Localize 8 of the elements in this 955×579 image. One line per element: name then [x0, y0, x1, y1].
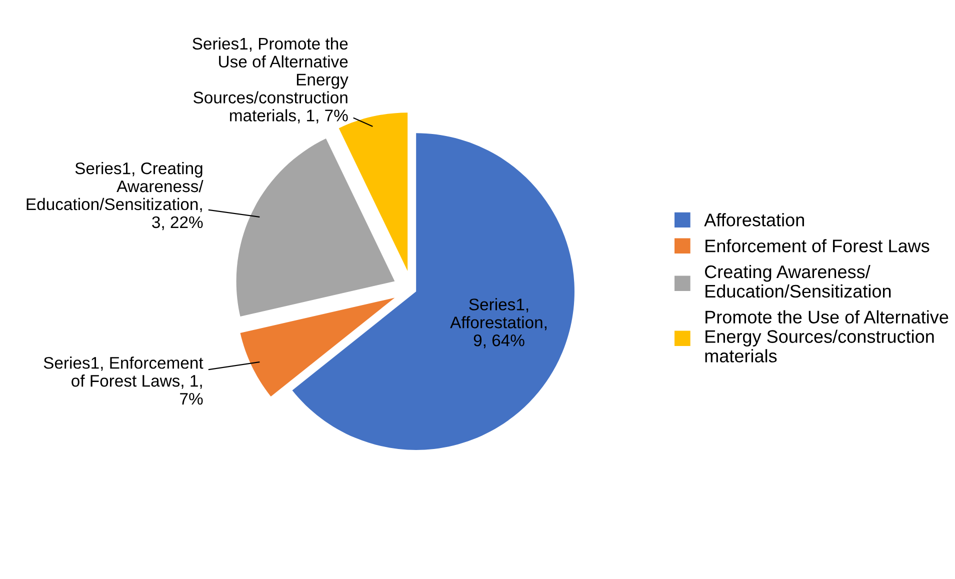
legend-label: Creating Awareness/ Education/Sensitization [705, 264, 891, 298]
data-label: Series1, Creating Awareness/ Education/Sensitization, 3, 22% [26, 162, 204, 230]
legend-label: Promote the Use of Alternative Energy Sources/construction materials [705, 310, 948, 362]
data-label: Series1, Enforcement of Forest Laws, 1, 7% [44, 356, 204, 405]
legend-label: Enforcement of Forest Laws [706, 239, 930, 252]
legend-label: Afforestation [704, 213, 804, 226]
data-label: Series1, Afforestation, 9, 64% [450, 298, 546, 348]
data-label: Series1, Promote the Use of Alternative Energy Sources/construction materials, 1, 7% [192, 37, 348, 124]
